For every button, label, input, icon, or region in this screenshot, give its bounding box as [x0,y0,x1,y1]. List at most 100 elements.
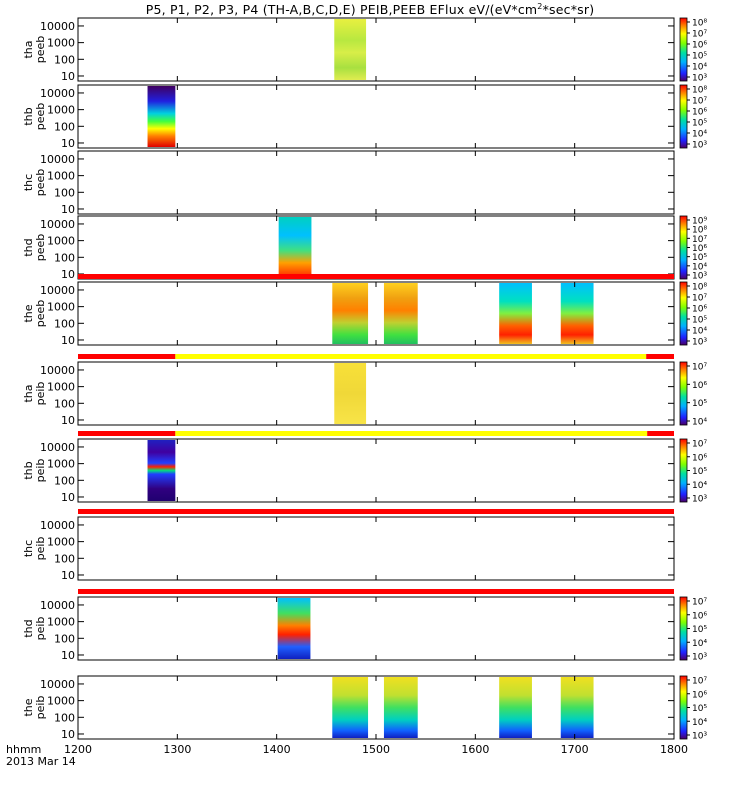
y-tick-label: 10 [61,203,75,216]
spectrogram-block [332,677,369,738]
panel-frame [77,361,675,426]
colorbar-tick-label: 10⁶ [692,611,707,621]
colorbar-tick-label: 10⁴ [692,718,707,728]
y-tick-label: 10000 [40,599,75,612]
status-bar-segment [78,589,674,594]
panel-frame [77,516,675,581]
status-bar-segment [78,274,674,279]
y-tick-label: 1000 [47,381,75,394]
colorbar-tick-label: 10⁷ [692,677,707,687]
y-tick-label: 10 [61,649,75,662]
spectrogram-block [383,677,418,738]
spectrogram-block [499,677,532,738]
spectrogram-block [383,283,418,344]
y-tick-label: 10 [61,728,75,741]
y-tick-label: 10 [61,414,75,427]
colorbar-tick-label: 10⁶ [692,453,707,463]
colorbar-tick-label: 10⁵ [692,467,707,477]
title-prefix: P5, P1, P2, P3, P4 (TH-A,B,C,D,E) PEIB,P… [145,2,538,18]
y-tick-label: 10000 [40,364,75,377]
panel-thc-peeb: 10 100 1000 10000 thc peeb [22,150,675,216]
panel-probe-label: thb [22,461,35,479]
y-tick-label: 10000 [40,678,75,691]
panel-instrument-label: peeb [34,169,47,197]
colorbar [679,215,688,280]
y-tick-label: 1000 [47,458,75,471]
colorbar [679,438,688,503]
panel-thd-peeb: 10 100 1000 10000 thd peeb 10⁹10⁸10⁷10⁶10⁵10⁴1… [22,215,707,282]
time-axis-label: hhmm [6,743,42,756]
y-tick-label: 10000 [40,441,75,454]
colorbar-tick-label: 10⁴ [692,130,707,140]
colorbar [679,17,688,82]
y-tick-label: 10 [61,268,75,281]
status-bar-segment [78,509,674,514]
panel-instrument-label: peeb [34,300,47,328]
y-tick-label: 100 [54,552,75,565]
colorbar-tick-label: 10⁸ [692,86,707,96]
colorbar-tick-label: 10⁴ [692,262,707,272]
date-label: 2013 Mar 14 [6,755,76,768]
spectrogram-block [334,19,367,80]
y-tick-label: 100 [54,397,75,410]
colorbar-tick-label: 10⁷ [692,440,707,450]
y-tick-label: 100 [54,711,75,724]
panel-instrument-label: peib [34,459,47,483]
panel-probe-label: thc [22,540,35,557]
y-tick-label: 10 [61,334,75,347]
panel-frame [77,17,675,82]
colorbar [679,84,688,149]
colorbar-tick-label: 10⁵ [692,625,707,635]
y-tick-label: 100 [54,251,75,264]
panel-instrument-label: peib [34,696,47,720]
colorbar-tick-label: 10⁶ [692,381,707,391]
title-suffix: *sec*sr) [542,2,595,18]
y-tick-label: 10 [61,491,75,504]
y-tick-label: 1000 [47,104,75,117]
panel-probe-label: tha [22,384,35,402]
colorbar-tick-label: 10⁴ [692,481,707,491]
spectrogram-block [277,598,311,659]
colorbar-tick-label: 10⁸ [692,226,707,236]
panel-probe-label: the [22,698,35,716]
y-tick-label: 1000 [47,616,75,629]
spectrogram-block [499,283,532,344]
colorbar-tick-label: 10³ [692,338,707,348]
panel-thc-peib: 10 100 1000 10000 thc peib [22,509,675,582]
y-tick-label: 10000 [40,20,75,33]
colorbar [679,281,688,346]
y-tick-label: 10000 [40,153,75,166]
panel-frame [77,150,675,215]
x-tick-label: 1700 [561,743,589,756]
y-tick-label: 100 [54,53,75,66]
colorbar-tick-label: 10⁸ [692,19,707,29]
y-tick-label: 10000 [40,519,75,532]
status-bar-segment [78,431,176,436]
colorbar-tick-label: 10⁴ [692,327,707,337]
colorbar-tick-label: 10⁷ [692,97,707,107]
status-bar-segment [175,431,648,436]
panel-instrument-label: peib [34,617,47,641]
colorbar-tick-label: 10⁶ [692,244,707,254]
y-tick-label: 1000 [47,235,75,248]
y-tick-label: 1000 [47,301,75,314]
spectrogram-block [147,440,176,501]
panel-probe-label: thd [22,238,35,256]
colorbar-tick-label: 10⁷ [692,598,707,608]
panel-frame [77,596,675,661]
colorbar-tick-label: 10⁶ [692,305,707,315]
colorbar-tick-label: 10³ [692,141,707,151]
colorbar [679,361,688,426]
title-superscript: 2 [537,2,543,11]
spectrogram-block [278,217,312,278]
panel-instrument-label: peeb [34,36,47,64]
colorbar-tick-label: 10⁴ [692,639,707,649]
colorbar-tick-label: 10⁷ [692,235,707,245]
status-bar-segment [647,431,674,436]
y-tick-label: 10000 [40,284,75,297]
spectrogram-block [332,283,369,344]
status-bar-segment [646,354,674,359]
